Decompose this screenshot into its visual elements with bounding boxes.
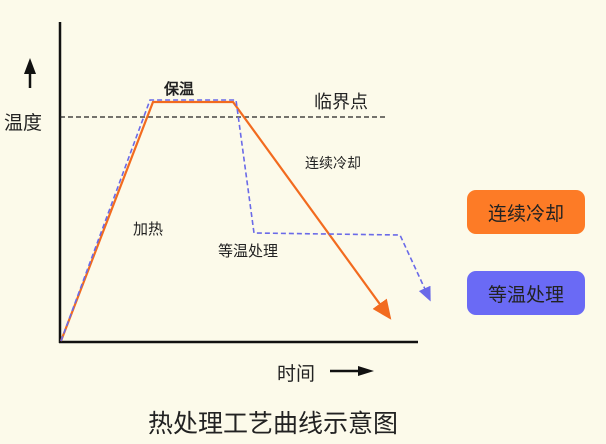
critical-point-label: 临界点	[314, 92, 368, 113]
legend-isothermal: 等温处理	[467, 271, 585, 315]
isothermal-curve	[60, 99, 431, 342]
diagram-title: 热处理工艺曲线示意图	[148, 409, 399, 438]
heating-label: 加热	[133, 220, 164, 238]
y-axis-label: 温度	[4, 112, 43, 134]
legend-continuous-cooling: 连续冷却	[467, 190, 585, 234]
isothermal-label: 等温处理	[218, 242, 279, 260]
holding-label: 保温	[164, 80, 195, 98]
continuous-cooling-curve	[59, 100, 392, 342]
continuous-cooling-label: 连续冷却	[305, 156, 361, 172]
x-axis-label: 时间	[277, 363, 316, 385]
